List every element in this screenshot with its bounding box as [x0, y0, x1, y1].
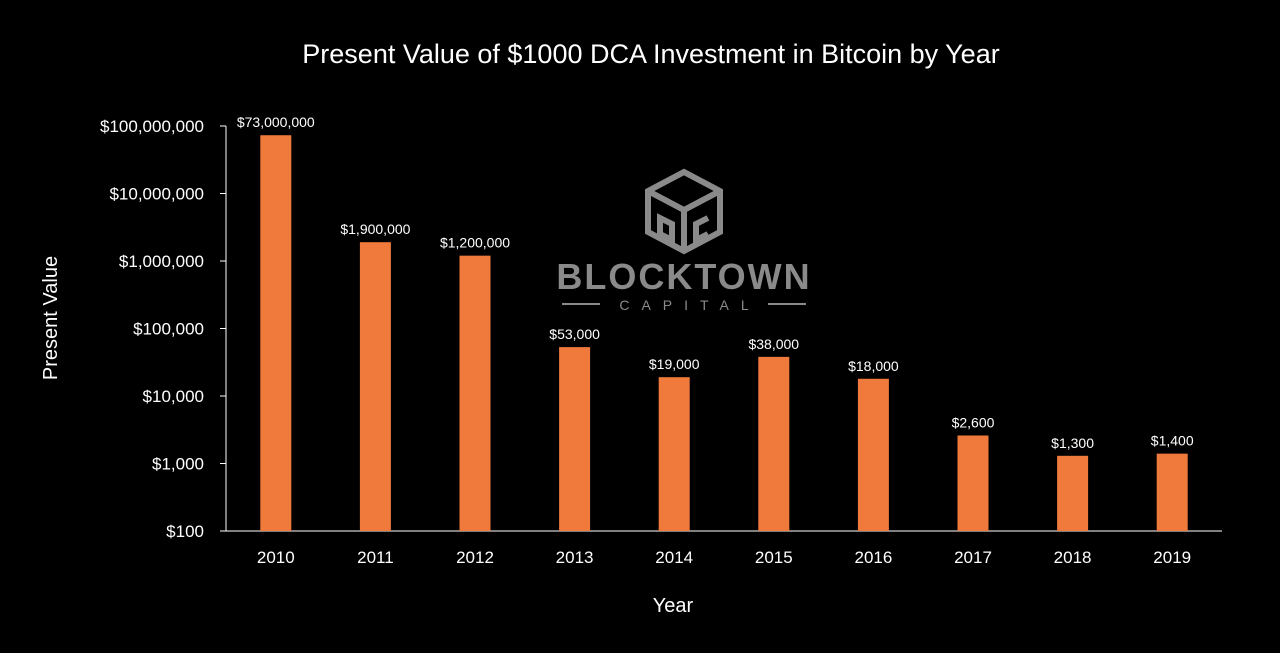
- bar-2018: [1057, 455, 1089, 531]
- x-tick-label-2019: 2019: [1153, 548, 1191, 567]
- x-tick-label-2011: 2011: [357, 548, 394, 567]
- y-axis: $100 $1,000 $10,000 $100,000 $1,000,000 $10,0…: [100, 117, 227, 541]
- data-label-2016: $18,000: [848, 358, 899, 374]
- data-label-2017: $2,600: [952, 414, 995, 430]
- y-tick-label: $100,000,000: [100, 117, 204, 136]
- y-tick-label: $10,000: [143, 387, 204, 406]
- watermark-name: BLOCKTOWN: [556, 256, 811, 297]
- x-axis-label: Year: [653, 595, 694, 617]
- bar-2014: [658, 377, 690, 531]
- y-tick-label: $1,000: [152, 455, 204, 474]
- x-tick-label-2013: 2013: [556, 548, 594, 567]
- x-tick-label-2018: 2018: [1054, 548, 1092, 567]
- watermark-logo: BLOCKTOWN CAPITAL: [556, 168, 811, 313]
- bar-2012: [459, 255, 491, 531]
- x-tick-label-2016: 2016: [854, 548, 892, 567]
- bar-2011: [359, 242, 391, 531]
- tbc-cube-logo-icon: [645, 168, 723, 255]
- x-tick-label-2015: 2015: [755, 548, 793, 567]
- x-tick-label-2012: 2012: [456, 548, 494, 567]
- x-axis: 2010 2011 2012 2013 2014 2015 2016 2017 2018 2019: [226, 530, 1222, 567]
- bar-2016: [857, 378, 889, 531]
- y-tick-label: $10,000,000: [109, 185, 204, 204]
- bar-2019: [1156, 453, 1188, 531]
- chart-title: Present Value of $1000 DCA Investment in…: [302, 39, 999, 69]
- data-label-2010: $73,000,000: [237, 114, 315, 130]
- y-tick-label: $100,000: [133, 320, 204, 339]
- bar-2013: [559, 347, 591, 531]
- data-label-2014: $19,000: [649, 356, 700, 372]
- x-tick-label-2014: 2014: [655, 548, 693, 567]
- y-axis-label: Present Value: [40, 256, 62, 380]
- data-label-2015: $38,000: [748, 336, 799, 352]
- y-tick-label: $1,000,000: [119, 252, 204, 271]
- data-label-2013: $53,000: [549, 326, 600, 342]
- data-label-2019: $1,400: [1151, 433, 1194, 449]
- data-label-2012: $1,200,000: [440, 235, 510, 251]
- x-tick-label-2010: 2010: [257, 548, 295, 567]
- bar-2015: [758, 356, 790, 531]
- data-label-2018: $1,300: [1051, 435, 1094, 451]
- bar-2010: [260, 135, 292, 531]
- bars-group: $73,000,000 $1,900,000 $1,200,000 $53,000 $1…: [237, 114, 1194, 531]
- bar-2017: [957, 435, 989, 531]
- watermark-sub: CAPITAL: [619, 297, 760, 313]
- data-label-2011: $1,900,000: [340, 221, 410, 237]
- y-tick-label: $100: [166, 522, 204, 541]
- x-tick-label-2017: 2017: [954, 548, 992, 567]
